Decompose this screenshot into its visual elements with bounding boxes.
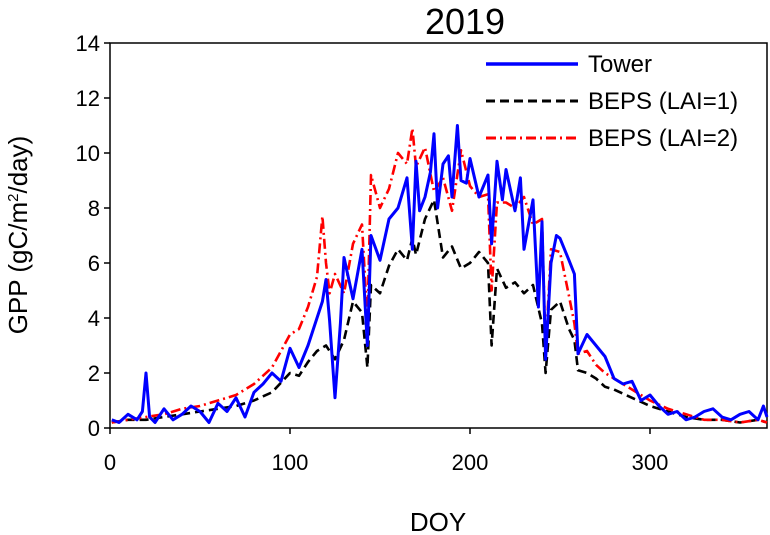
legend-label-1: BEPS (LAI=1) xyxy=(588,88,738,115)
plot-frame xyxy=(109,42,768,429)
series-line-2 xyxy=(111,127,768,424)
y-axis-title-superscript: 2 xyxy=(5,194,22,202)
x-tick-label: 100 xyxy=(272,450,309,475)
y-axis-title: GPP (gC/m2/day) xyxy=(3,136,33,335)
axes: 0 2 4 6 8 10 12 14 0 100 200 300 xyxy=(76,31,768,475)
x-axis-title: DOY xyxy=(410,507,466,535)
x-tick-label: 300 xyxy=(632,450,669,475)
y-tick-label: 2 xyxy=(88,361,100,386)
series-layer xyxy=(111,124,769,424)
y-tick-label: 8 xyxy=(88,196,100,221)
y-tick-label: 6 xyxy=(88,251,100,276)
x-tick-label: 200 xyxy=(452,450,489,475)
y-tick-label: 0 xyxy=(88,416,100,441)
chart-title: 2019 xyxy=(425,1,505,42)
legend-label-2: BEPS (LAI=2) xyxy=(588,125,738,152)
x-tick-label: 0 xyxy=(104,450,116,475)
legend-label-0: Tower xyxy=(588,51,652,78)
y-tick-label: 10 xyxy=(76,141,100,166)
series-line-0 xyxy=(111,124,769,424)
y-axis-title-units: /day) xyxy=(3,136,33,194)
series-line-1 xyxy=(111,198,768,424)
y-axis-title-main: GPP (gC/m xyxy=(3,202,33,334)
y-tick-label: 12 xyxy=(76,86,100,111)
y-tick-label: 14 xyxy=(76,31,100,56)
legend: Tower BEPS (LAI=1) BEPS (LAI=2) xyxy=(486,51,738,152)
y-tick-label: 4 xyxy=(88,306,100,331)
